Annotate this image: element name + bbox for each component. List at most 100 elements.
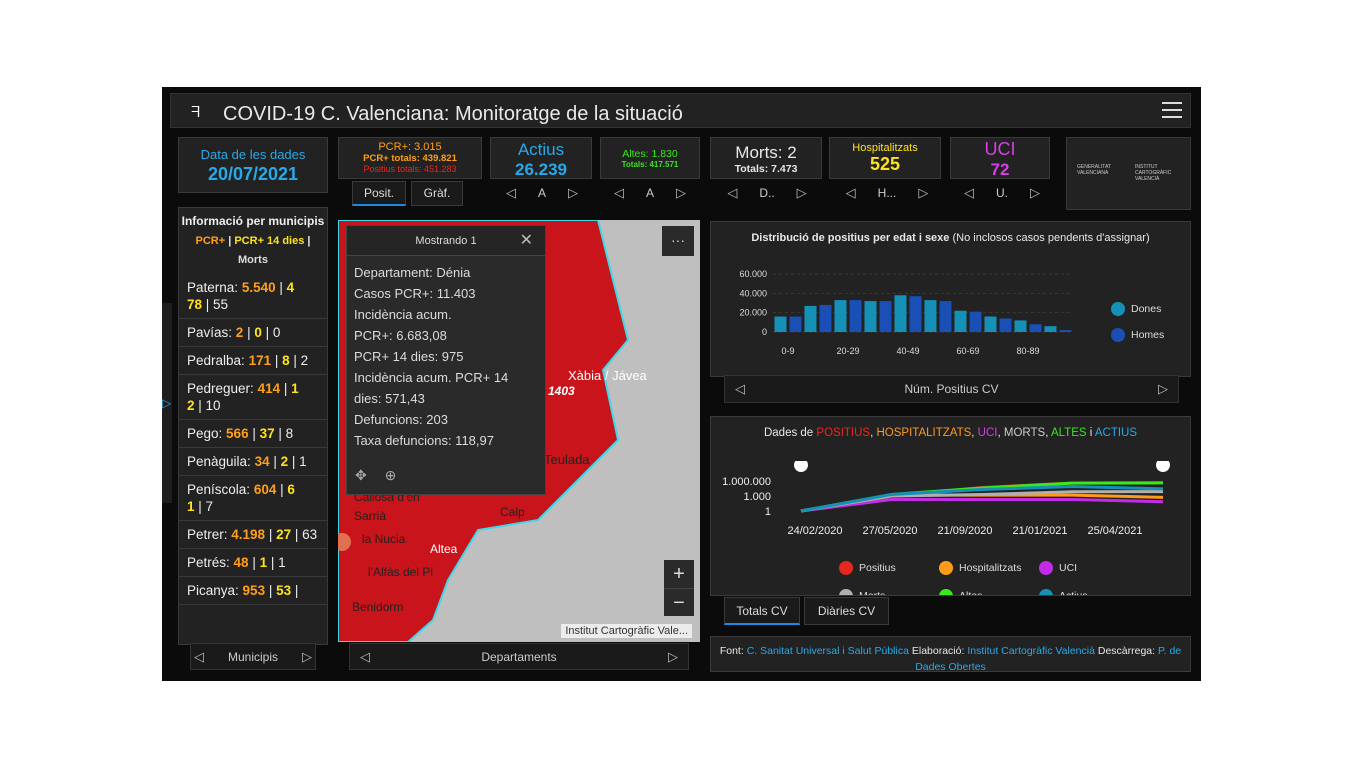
legend-pcr: PCR+	[195, 235, 226, 247]
next-arrow-icon[interactable]: ▷	[676, 185, 686, 200]
municipi-row[interactable]: Paterna: 5.540 | 4 78 | 55	[179, 274, 327, 319]
bar-dones	[924, 300, 937, 332]
zoom-in-button[interactable]: +	[664, 560, 694, 588]
bar-dones	[1014, 320, 1027, 332]
title-altes: ALTES	[1050, 427, 1087, 439]
popup-line: dies: 571,43	[354, 391, 425, 406]
age-chart-title-line: Distribució de positius per edat i sexe …	[711, 232, 1190, 244]
next-arrow-icon[interactable]: ▷	[1030, 185, 1040, 200]
next-arrow-icon[interactable]: ▷	[668, 648, 678, 664]
municipi-row[interactable]: Petrer: 4.198 | 27 | 63	[179, 521, 327, 549]
bar-homes	[1029, 324, 1042, 332]
tab-graf[interactable]: Gràf.	[411, 181, 463, 206]
time-chart-title: Dades de POSITIUS, HOSPITALITZATS, UCI, …	[763, 427, 1138, 439]
map-more-button[interactable]: ···	[662, 226, 694, 256]
departaments-nav: ◁ Departaments ▷	[349, 643, 689, 670]
age-chart: 0 20.000 40.000 60.000 0-9 20-29 40-49 60-69 80-…	[739, 269, 1073, 356]
series-line-actius	[800, 484, 1164, 513]
municipi-name: Pavías:	[187, 325, 233, 340]
municipi-pcr14-cont: 2	[187, 398, 195, 413]
municipi-morts: 1	[278, 555, 286, 570]
x-tick-label: 40-49	[896, 346, 919, 356]
icv-logo: INSTITUT CARTOGRÀFIC VALENCIÀ	[1135, 164, 1185, 182]
municipis-panel: Informació per municipis PCR+ | PCR+ 14 …	[178, 207, 328, 645]
bar-homes	[819, 304, 832, 332]
bar-dones	[1044, 326, 1057, 332]
footer-panel: Font: C. Sanitat Universal i Salut Públi…	[710, 636, 1191, 672]
x-tick-label: 24/02/2020	[787, 525, 842, 537]
legend-dones-label: Dones	[1131, 302, 1162, 315]
municipi-morts: 55	[213, 297, 229, 312]
bar-homes	[849, 300, 862, 332]
icv-logo-text: INSTITUT CARTOGRÀFIC VALENCIÀ	[1135, 164, 1172, 182]
prev-arrow-icon[interactable]: ◁	[845, 185, 856, 200]
municipi-name: Pedreguer:	[187, 381, 254, 396]
close-icon[interactable]: ✕	[519, 232, 533, 249]
municipi-morts: 2	[300, 353, 309, 368]
desc-link[interactable]: P. de Dades Obertes	[915, 645, 1182, 672]
age-chart-panel: Distribució de positius per edat i sexe …	[710, 221, 1191, 377]
next-arrow-icon[interactable]: ▷	[568, 185, 578, 200]
side-expand-icon[interactable]: ▷	[162, 303, 172, 503]
prev-arrow-icon[interactable]: ◁	[964, 185, 974, 200]
actius-nav-label: A	[537, 186, 546, 200]
homes-swatch	[1111, 328, 1125, 342]
tab-totals-cv[interactable]: Totals CV	[724, 597, 800, 625]
bar-homes	[879, 301, 892, 332]
title-positius: POSITIUS	[816, 427, 871, 439]
prev-arrow-icon[interactable]: ◁	[727, 185, 738, 200]
zoom-out-button[interactable]: −	[664, 588, 694, 616]
map-place-label: 1403	[548, 384, 575, 398]
morts-nav-label: D..	[759, 186, 775, 200]
zoom-to-icon[interactable]: ⊕	[384, 467, 397, 483]
x-tick-label: 21/01/2021	[1012, 525, 1067, 537]
hamburger-icon[interactable]	[1162, 102, 1182, 119]
legend-swatch	[1039, 561, 1053, 575]
age-chart-nav: ◁ Núm. Positius CV ▷	[724, 375, 1179, 403]
municipi-name: Peníscola:	[187, 482, 251, 497]
municipi-row[interactable]: Pedralba: 171 | 8 | 2	[179, 347, 327, 375]
municipi-row[interactable]: Picanya: 953 | 53 |	[179, 577, 327, 605]
municipi-row[interactable]: Petrés: 48 | 1 | 1	[179, 549, 327, 577]
next-arrow-icon[interactable]: ▷	[1158, 381, 1168, 396]
prev-arrow-icon[interactable]: ◁	[735, 381, 745, 396]
municipi-row[interactable]: Pego: 566 | 37 | 8	[179, 420, 327, 448]
prev-arrow-icon[interactable]: ◁	[360, 648, 370, 664]
tab-diaries-cv[interactable]: Diàries CV	[804, 597, 889, 625]
prev-arrow-icon[interactable]: ◁	[613, 185, 624, 200]
next-arrow-icon[interactable]: ▷	[918, 185, 929, 200]
bar-homes	[939, 301, 952, 332]
municipis-legend: PCR+ | PCR+ 14 dies |	[195, 235, 311, 247]
municipi-row[interactable]: Pavías: 2 | 0 | 0	[179, 319, 327, 347]
next-arrow-icon[interactable]: ▷	[796, 185, 807, 200]
morts-indicator: Morts: 2 Totals: 7.473	[710, 137, 822, 179]
font-link[interactable]: C. Sanitat Universal i Salut Pública	[746, 645, 909, 657]
prev-arrow-icon[interactable]: ◁	[505, 185, 516, 200]
y-tick-label: 0	[762, 327, 767, 337]
municipi-morts: 0	[272, 325, 281, 340]
y-tick-label: 1	[765, 506, 771, 518]
altes-total: Totals: 417.571	[621, 160, 679, 169]
municipi-row[interactable]: Penàguila: 34 | 2 | 1	[179, 448, 327, 476]
y-tick-label: 1.000.000	[722, 476, 771, 488]
age-chart-nav-label: Núm. Positius CV	[904, 382, 999, 396]
elab-link[interactable]: Institut Cartogràfic Valencià	[967, 645, 1095, 657]
tab-posit[interactable]: Posit.	[352, 181, 406, 206]
prev-arrow-icon[interactable]: ◁	[193, 648, 204, 664]
legend-morts: Morts	[238, 254, 268, 266]
uci-label: UCI	[984, 139, 1016, 159]
pan-icon[interactable]: ✥	[355, 467, 367, 483]
hosp-nav: ◁ H... ▷	[842, 181, 932, 205]
municipi-name: Petrer:	[187, 527, 228, 542]
municipi-pcr14: 53	[276, 583, 292, 598]
y-tick-label: 20.000	[739, 308, 767, 318]
hosp-value: 525	[869, 154, 901, 174]
x-tick-label: 21/09/2020	[937, 525, 992, 537]
municipis-list[interactable]: Paterna: 5.540 | 4 78 | 55 Pavías: 2 | 0 |…	[179, 274, 327, 605]
bar-dones	[834, 300, 847, 332]
next-arrow-icon[interactable]: ▷	[302, 648, 312, 664]
title-actius: ACTIUS	[1094, 427, 1138, 439]
municipi-morts: 1	[299, 454, 307, 469]
